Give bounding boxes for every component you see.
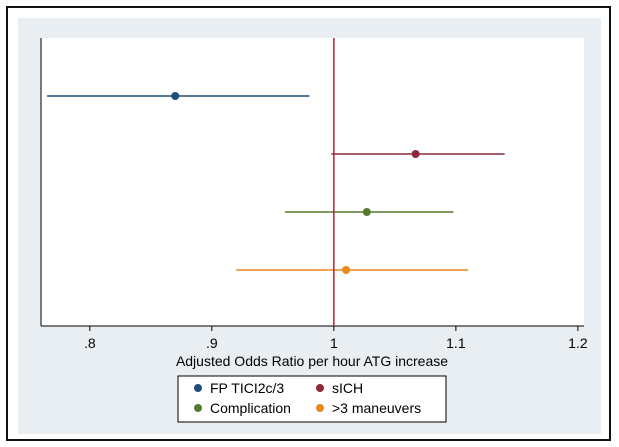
estimate-point bbox=[342, 266, 351, 274]
x-tick-label: 1.2 bbox=[568, 335, 588, 351]
legend-label: sICH bbox=[332, 380, 363, 396]
estimate-point bbox=[362, 208, 371, 216]
x-tick-label: 1 bbox=[330, 335, 338, 351]
legend-marker bbox=[316, 404, 324, 412]
x-axis-ticks: .8 .9 1 1.1 1.2 bbox=[84, 326, 588, 351]
legend-marker bbox=[194, 404, 202, 412]
legend-label: FP TICI2c/3 bbox=[210, 380, 284, 396]
series-layer bbox=[47, 92, 505, 274]
x-tick-label: .9 bbox=[206, 335, 218, 351]
legend: FP TICI2c/3 sICH Complication >3 maneuvers bbox=[177, 375, 447, 423]
legend-marker bbox=[316, 384, 324, 392]
legend-label: Complication bbox=[210, 400, 291, 416]
legend-label: >3 maneuvers bbox=[332, 400, 421, 416]
x-tick-label: .8 bbox=[84, 335, 96, 351]
plot-area bbox=[41, 38, 584, 326]
estimate-point bbox=[171, 92, 180, 100]
estimate-point bbox=[411, 150, 420, 158]
x-tick-label: 1.1 bbox=[446, 335, 466, 351]
legend-box bbox=[177, 375, 447, 423]
legend-marker bbox=[194, 384, 202, 392]
x-axis-title: Adjusted Odds Ratio per hour ATG increas… bbox=[176, 353, 448, 369]
